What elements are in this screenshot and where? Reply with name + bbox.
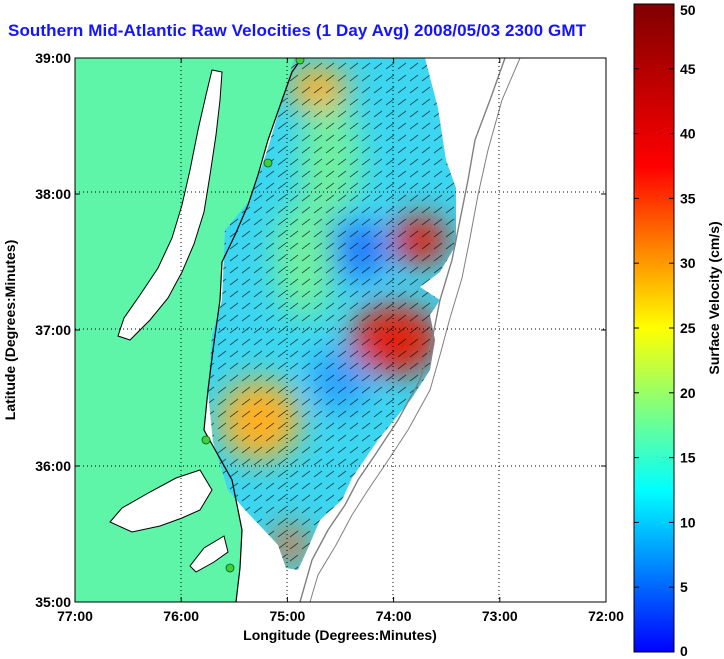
colorbar-label: Surface Velocity (cm/s) xyxy=(706,221,722,374)
x-axis-label: Longitude (Degrees:Minutes) xyxy=(243,627,437,643)
y-axis-ticks: 39:00 38:00 37:00 36:00 35:00 xyxy=(35,50,606,610)
station-marker xyxy=(295,58,305,65)
colorbar-tick-label: 35 xyxy=(680,190,696,206)
y-axis-label: Latitude (Degrees:Minutes) xyxy=(2,240,18,420)
colorbar-tick-label: 5 xyxy=(680,579,688,595)
sound-water xyxy=(189,535,229,573)
x-tick-label: 75:00 xyxy=(269,608,305,624)
station-marker xyxy=(263,158,273,168)
colorbar-tick-label: 0 xyxy=(680,643,688,659)
colorbar xyxy=(633,3,675,653)
colorbar-tick-label: 10 xyxy=(680,514,696,530)
bathymetry-contour xyxy=(309,58,521,602)
x-tick-label: 72:00 xyxy=(588,608,624,624)
station-marker xyxy=(225,563,235,573)
y-tick-label: 38:00 xyxy=(35,186,71,202)
colorbar-tick-label: 50 xyxy=(680,2,696,18)
x-tick-label: 74:00 xyxy=(376,608,412,624)
x-tick-label: 76:00 xyxy=(163,608,199,624)
station-markers xyxy=(201,58,305,573)
x-tick-label: 77:00 xyxy=(57,608,93,624)
colorbar-tick-label: 15 xyxy=(680,450,696,466)
x-tick-label: 73:00 xyxy=(482,608,518,624)
coastline xyxy=(203,58,303,602)
y-tick-label: 39:00 xyxy=(35,50,71,66)
colorbar-tick-label: 25 xyxy=(680,320,696,336)
velocity-field xyxy=(208,58,456,570)
x-axis-ticks: 77:00 76:00 75:00 74:00 73:00 72:00 xyxy=(57,58,624,624)
colorbar-tick-label: 40 xyxy=(680,126,696,142)
station-marker xyxy=(201,435,211,445)
chart-title: Southern Mid-Atlantic Raw Velocities (1 … xyxy=(8,21,587,40)
colorbar-tick-label: 45 xyxy=(680,61,696,77)
y-tick-label: 35:00 xyxy=(35,594,71,610)
sound-water xyxy=(109,469,213,533)
colorbar-tick-label: 20 xyxy=(680,385,696,401)
bay-water xyxy=(117,69,223,341)
y-tick-label: 36:00 xyxy=(35,458,71,474)
colorbar-tick-label: 30 xyxy=(680,255,696,271)
grid-lines xyxy=(75,58,606,602)
y-tick-label: 37:00 xyxy=(35,322,71,338)
bathymetry-contour xyxy=(299,58,506,602)
